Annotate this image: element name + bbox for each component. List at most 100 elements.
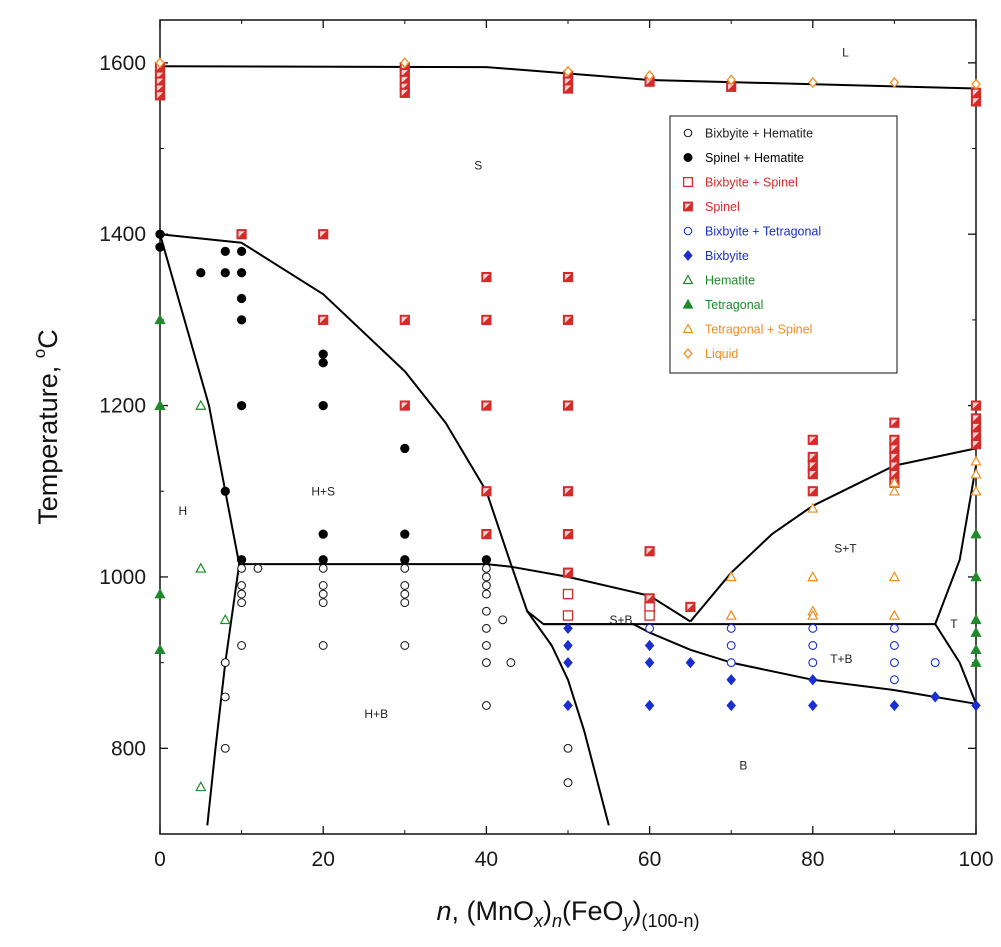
data-point <box>644 610 655 621</box>
series-tetragonal <box>154 314 982 667</box>
phase-boundary-line <box>934 623 977 705</box>
square-marker-fill <box>807 460 818 471</box>
data-point <box>889 451 900 463</box>
square-marker-highlight <box>156 92 164 99</box>
data-point <box>481 641 491 650</box>
data-point <box>399 87 410 98</box>
data-point <box>889 443 900 454</box>
y-tick-label: 1000 <box>99 566 146 589</box>
square-marker-highlight <box>483 316 490 323</box>
y-tick-label: 1600 <box>99 52 146 75</box>
data-point <box>889 434 900 445</box>
data-point <box>725 571 737 582</box>
data-point <box>726 674 736 686</box>
data-point <box>154 90 166 101</box>
square-marker-highlight <box>564 488 572 495</box>
square-marker-highlight <box>809 471 816 478</box>
data-point <box>155 57 165 69</box>
data-point <box>498 615 508 625</box>
data-point <box>971 699 981 712</box>
series-bixbyite-tetragonal <box>645 623 940 685</box>
data-point <box>237 581 247 590</box>
data-point <box>683 226 693 236</box>
data-point <box>562 271 574 283</box>
data-point <box>318 314 329 325</box>
data-point <box>400 589 410 599</box>
data-point <box>155 242 165 252</box>
data-point <box>930 691 940 703</box>
data-point <box>889 675 899 685</box>
data-point <box>807 434 818 445</box>
data-point <box>970 439 982 450</box>
data-point <box>195 781 207 792</box>
data-point <box>685 657 696 669</box>
data-point <box>481 486 492 497</box>
data-point <box>970 468 982 479</box>
region-label: S <box>474 159 482 173</box>
data-point <box>318 400 328 411</box>
x-tick-label: 20 <box>312 848 335 871</box>
square-marker-fill <box>889 460 900 471</box>
data-point <box>563 699 573 712</box>
data-point <box>889 699 900 712</box>
data-point <box>889 623 899 633</box>
data-point <box>563 622 573 634</box>
data-point <box>481 529 492 540</box>
square-marker-highlight <box>564 569 572 576</box>
data-point <box>399 314 410 325</box>
y-axis-title: Temperature, oC <box>30 329 63 525</box>
data-point <box>481 581 491 590</box>
data-point <box>930 658 940 668</box>
data-point <box>236 555 247 565</box>
square-marker-highlight <box>564 78 572 85</box>
data-point <box>807 609 819 620</box>
y-tick-label: 1400 <box>99 223 146 246</box>
x-tick-label: 40 <box>475 848 498 871</box>
square-marker-highlight <box>972 441 980 448</box>
square-marker-fill <box>562 567 574 578</box>
square-marker-highlight <box>972 432 980 439</box>
data-point <box>562 314 574 325</box>
square-marker-fill <box>889 417 900 428</box>
data-point <box>236 293 247 304</box>
data-point <box>807 460 818 471</box>
data-point <box>220 486 230 496</box>
data-point <box>970 626 982 637</box>
series-bixbyite-hematite <box>220 563 573 788</box>
region-label: H <box>179 504 188 518</box>
square-marker-fill <box>685 601 696 613</box>
data-point <box>236 315 247 325</box>
data-point <box>970 571 982 582</box>
data-point <box>400 443 410 454</box>
y-tick-label: 800 <box>111 737 146 760</box>
series-bixbyite <box>563 622 981 712</box>
legend-label: Tetragonal <box>705 298 763 312</box>
data-point <box>970 656 982 667</box>
square-marker-highlight <box>891 436 898 443</box>
square-marker-fill <box>562 271 574 283</box>
square-marker-fill <box>236 229 247 240</box>
data-point <box>563 778 573 788</box>
data-point <box>807 469 818 480</box>
data-point <box>644 639 655 652</box>
data-point <box>481 658 491 668</box>
data-point <box>154 588 166 599</box>
square-marker-fill <box>807 451 818 463</box>
square-marker-highlight <box>483 402 490 409</box>
data-point <box>970 613 982 625</box>
data-point <box>726 623 736 633</box>
square-marker-fill <box>807 469 818 480</box>
square-marker-highlight <box>401 76 408 84</box>
data-point <box>318 555 328 565</box>
region-label: L <box>842 46 849 60</box>
region-labels: L S H+S H S+T S+B T T+B H+B B <box>179 46 959 773</box>
data-point <box>808 658 818 668</box>
data-point <box>236 229 247 240</box>
data-point <box>726 699 736 712</box>
phase-boundary-line <box>689 447 977 623</box>
data-point <box>889 417 900 428</box>
square-marker-highlight <box>685 203 691 210</box>
data-point <box>970 528 982 539</box>
data-point <box>195 562 207 573</box>
square-marker-highlight <box>972 89 980 96</box>
